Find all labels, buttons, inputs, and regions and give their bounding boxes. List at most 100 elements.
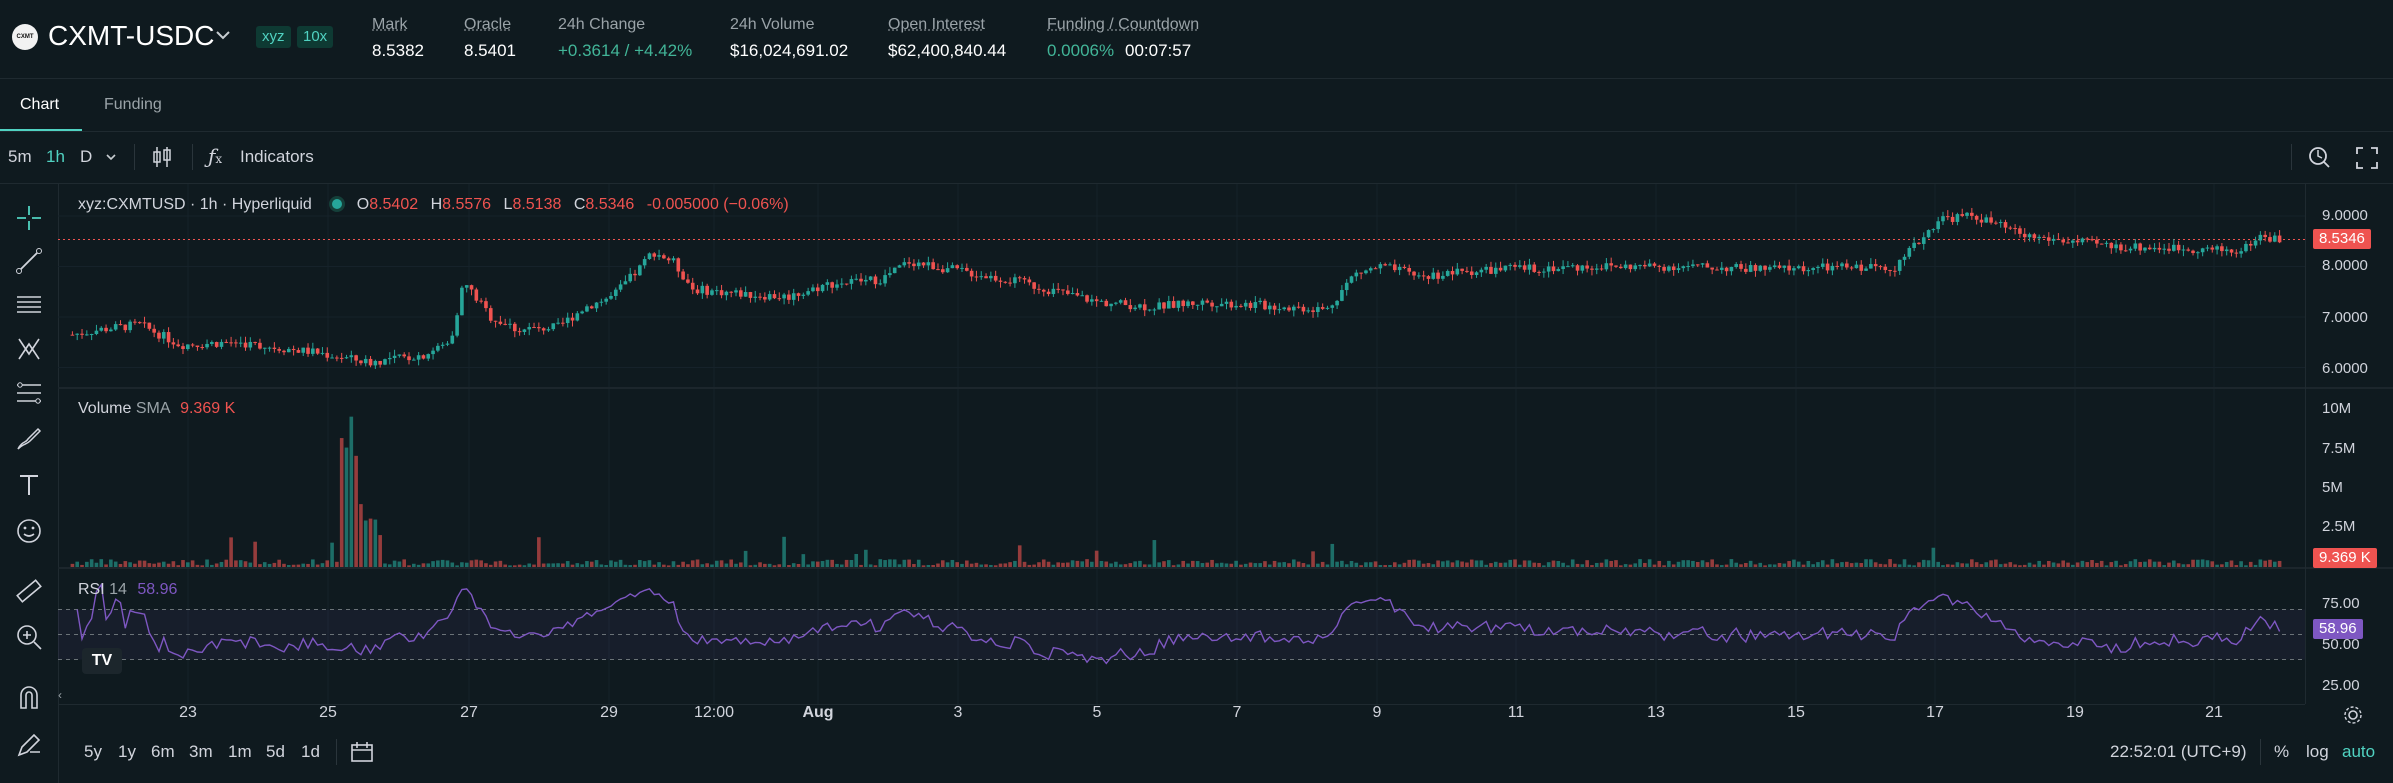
volume-bar	[1609, 560, 1613, 567]
pane-separator[interactable]	[58, 567, 2393, 569]
candle	[421, 355, 426, 359]
volume-bar	[1234, 560, 1238, 567]
candle	[1801, 266, 1806, 272]
candle	[1258, 300, 1262, 303]
volume-bar	[262, 562, 267, 567]
chevron-down-icon[interactable]	[214, 26, 232, 44]
symbol-label[interactable]: xyz:CXMTUSD · 1h · Hyperliquid	[78, 196, 312, 213]
volume-bar	[113, 561, 118, 567]
candle	[1008, 282, 1012, 284]
ruler-icon[interactable]	[14, 576, 44, 606]
brush-icon[interactable]	[14, 423, 44, 453]
volume-bar	[2056, 563, 2061, 567]
volume-bar	[594, 560, 599, 567]
candle	[363, 358, 368, 364]
volume-bar	[1840, 562, 1844, 567]
tradingview-logo-icon[interactable]: TV	[82, 648, 122, 674]
indicators-button[interactable]: Indicators	[240, 147, 314, 166]
volume-bar	[503, 564, 507, 567]
range-5y[interactable]: 5y	[84, 742, 102, 761]
volume-bar	[166, 563, 171, 567]
candle	[1681, 266, 1686, 269]
emoji-icon[interactable]	[14, 516, 44, 546]
clock-display[interactable]: 22:52:01 (UTC+9)	[2110, 742, 2247, 761]
range-5d[interactable]: 5d	[266, 742, 285, 761]
chart-canvas[interactable]	[0, 184, 2393, 720]
candle	[1518, 265, 1522, 267]
volume-bar	[686, 564, 690, 567]
time-axis[interactable]: 23 25 27 29 12:00 Aug 3 5 7 9 11 13 15 17 19 21	[0, 704, 2300, 724]
time-axis-label: 27	[460, 704, 478, 721]
function-icon[interactable]: ƒx	[208, 144, 223, 168]
price-axis-label: 7.0000	[2322, 309, 2368, 326]
trend-line-icon[interactable]	[14, 246, 44, 276]
collapse-toolbar-icon[interactable]: ‹	[58, 688, 62, 702]
mark-value: 8.5382	[372, 41, 424, 60]
oracle-label: Oracle	[464, 16, 512, 33]
candle	[1854, 264, 1859, 269]
volume-bar	[864, 549, 868, 567]
fib-icon[interactable]	[14, 378, 44, 408]
volume-bar	[186, 562, 190, 567]
candle	[690, 282, 695, 290]
interval-dropdown-icon[interactable]	[104, 150, 118, 164]
candle	[1878, 266, 1883, 268]
candle	[2244, 243, 2248, 252]
volume-bar	[1590, 565, 1594, 567]
interval-5m[interactable]: 5m	[8, 147, 32, 166]
percent-toggle[interactable]: %	[2274, 742, 2290, 761]
tab-funding[interactable]: Funding	[104, 96, 162, 113]
pane-separator[interactable]	[58, 387, 2393, 389]
auto-toggle[interactable]: auto	[2342, 742, 2376, 761]
pattern-icon[interactable]	[14, 334, 44, 364]
text-icon[interactable]	[14, 470, 44, 500]
interval-1h[interactable]: 1h	[46, 147, 65, 166]
candle	[955, 265, 960, 269]
volume-bar	[537, 537, 541, 567]
lock-drawings-icon[interactable]	[14, 730, 44, 760]
pair-selector[interactable]: CXMT-USDC	[48, 20, 215, 51]
candle	[1224, 301, 1229, 304]
main-legend: xyz:CXMTUSD · 1h · Hyperliquid O8.5402 H…	[78, 196, 789, 214]
range-1d[interactable]: 1d	[301, 742, 320, 761]
candle	[1359, 272, 1363, 274]
candle	[296, 350, 301, 353]
candle	[1272, 305, 1277, 310]
candle	[301, 347, 306, 353]
sma-label: SMA	[135, 400, 170, 417]
candle	[166, 332, 171, 343]
calendar-icon[interactable]	[350, 741, 374, 763]
volume-bar	[1133, 561, 1137, 567]
quick-search-icon[interactable]	[2306, 144, 2332, 170]
volume-bar	[1796, 561, 1801, 567]
range-1y[interactable]: 1y	[118, 742, 136, 761]
volume-label[interactable]: Volume	[78, 400, 132, 417]
horizontal-lines-icon[interactable]	[14, 289, 44, 319]
log-toggle[interactable]: log	[2306, 742, 2329, 761]
volume-bar	[623, 564, 628, 567]
range-3m[interactable]: 3m	[189, 742, 213, 761]
volume-bar	[1921, 559, 1926, 567]
candle	[1816, 266, 1820, 269]
leverage-badge[interactable]: 10x	[297, 26, 334, 48]
crosshair-icon[interactable]	[14, 203, 44, 233]
candle	[734, 290, 738, 293]
volume-bar	[2258, 559, 2263, 567]
rsi-label[interactable]: RSI	[78, 581, 105, 598]
range-1m[interactable]: 1m	[228, 742, 252, 761]
volume-bar	[1854, 562, 1859, 567]
interval-d[interactable]: D	[80, 147, 93, 166]
tab-chart[interactable]: Chart	[20, 96, 60, 113]
candles-icon[interactable]	[150, 144, 174, 170]
range-6m[interactable]: 6m	[151, 742, 175, 761]
volume-bar	[2167, 562, 2171, 567]
candle	[1104, 300, 1109, 307]
settings-icon[interactable]	[2342, 704, 2364, 726]
volume-bar	[1537, 562, 1541, 567]
candle	[546, 329, 551, 331]
fullscreen-icon[interactable]	[2355, 146, 2379, 170]
candle	[1094, 299, 1099, 302]
magnet-icon[interactable]	[14, 682, 44, 712]
zoom-in-icon[interactable]	[14, 622, 44, 652]
candle	[1037, 288, 1041, 290]
